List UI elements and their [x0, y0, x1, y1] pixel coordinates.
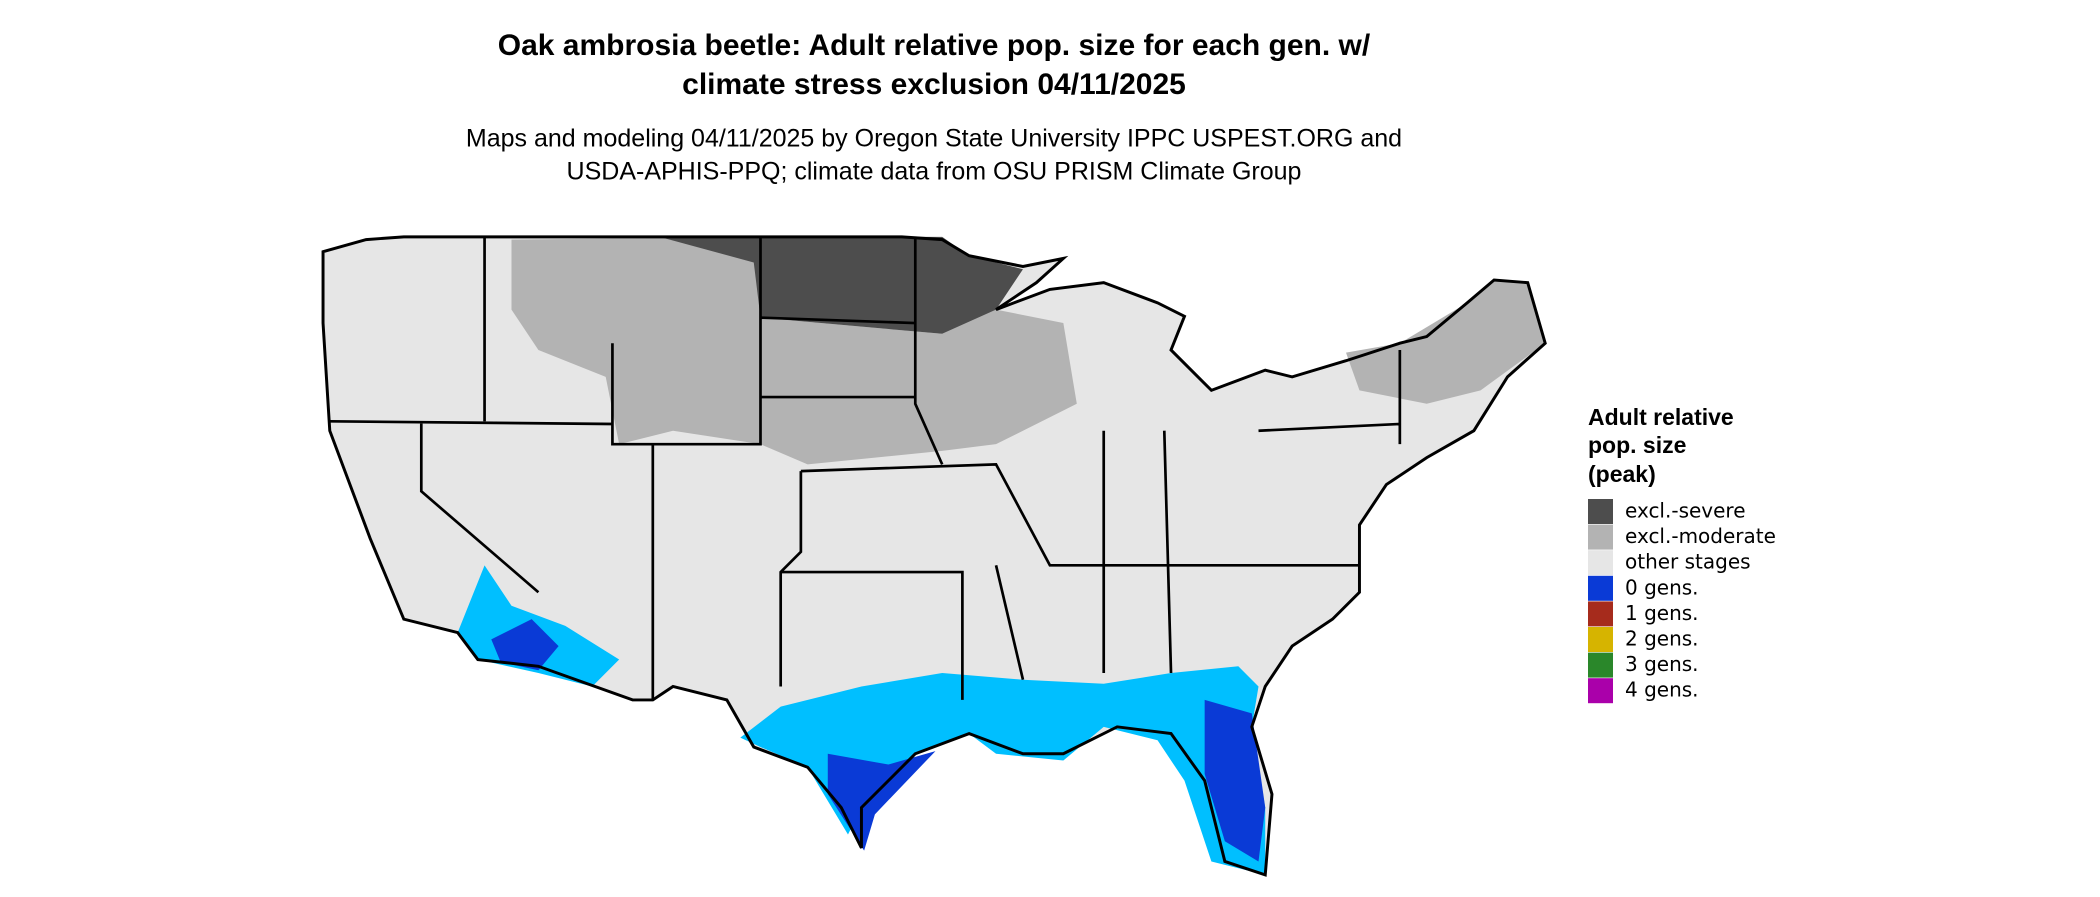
legend-label: 1 gens.: [1625, 601, 1699, 625]
legend-swatch: [1588, 550, 1613, 576]
legend-swatch: [1588, 678, 1613, 704]
subtitle-line: Maps and modeling 04/11/2025 by Oregon S…: [466, 125, 1402, 153]
us-outline: [321, 235, 1547, 877]
subtitle-line: USDA-APHIS-PPQ; climate data from OSU PR…: [567, 158, 1302, 186]
region-moderate: [511, 236, 1077, 465]
region-zero-gens: [491, 619, 559, 671]
state-borders: [329, 236, 1402, 700]
region-zero-gens: [827, 751, 936, 851]
legend-label: 3 gens.: [1625, 652, 1699, 676]
title-line: Oak ambrosia beetle: Adult relative pop.…: [498, 29, 1371, 62]
legend-label: 4 gens.: [1625, 678, 1699, 702]
region-zero-gens: [1204, 699, 1266, 862]
legend-label: 0 gens.: [1625, 575, 1699, 599]
legend-title: pop. size: [1588, 432, 1686, 458]
legend-label: other stages: [1625, 550, 1751, 574]
region-severe: [659, 236, 1023, 334]
region-zero-gens-light: [740, 666, 1266, 875]
legend-label: excl.-moderate: [1625, 524, 1776, 548]
legend-swatch: [1588, 499, 1613, 524]
legend-swatch: [1588, 524, 1613, 550]
legend-swatch: [1588, 575, 1613, 601]
legend-label: 2 gens.: [1625, 627, 1699, 651]
legend-title: (peak): [1588, 461, 1656, 487]
legend-label: excl.-severe: [1625, 499, 1746, 523]
legend-swatch: [1588, 652, 1613, 678]
legend-swatch: [1588, 601, 1613, 627]
us-map: [321, 235, 1547, 877]
region-moderate: [1346, 279, 1546, 404]
title-line: climate stress exclusion 04/11/2025: [682, 68, 1186, 101]
legend-swatch: [1588, 627, 1613, 652]
legend-title: Adult relative: [1588, 404, 1734, 430]
